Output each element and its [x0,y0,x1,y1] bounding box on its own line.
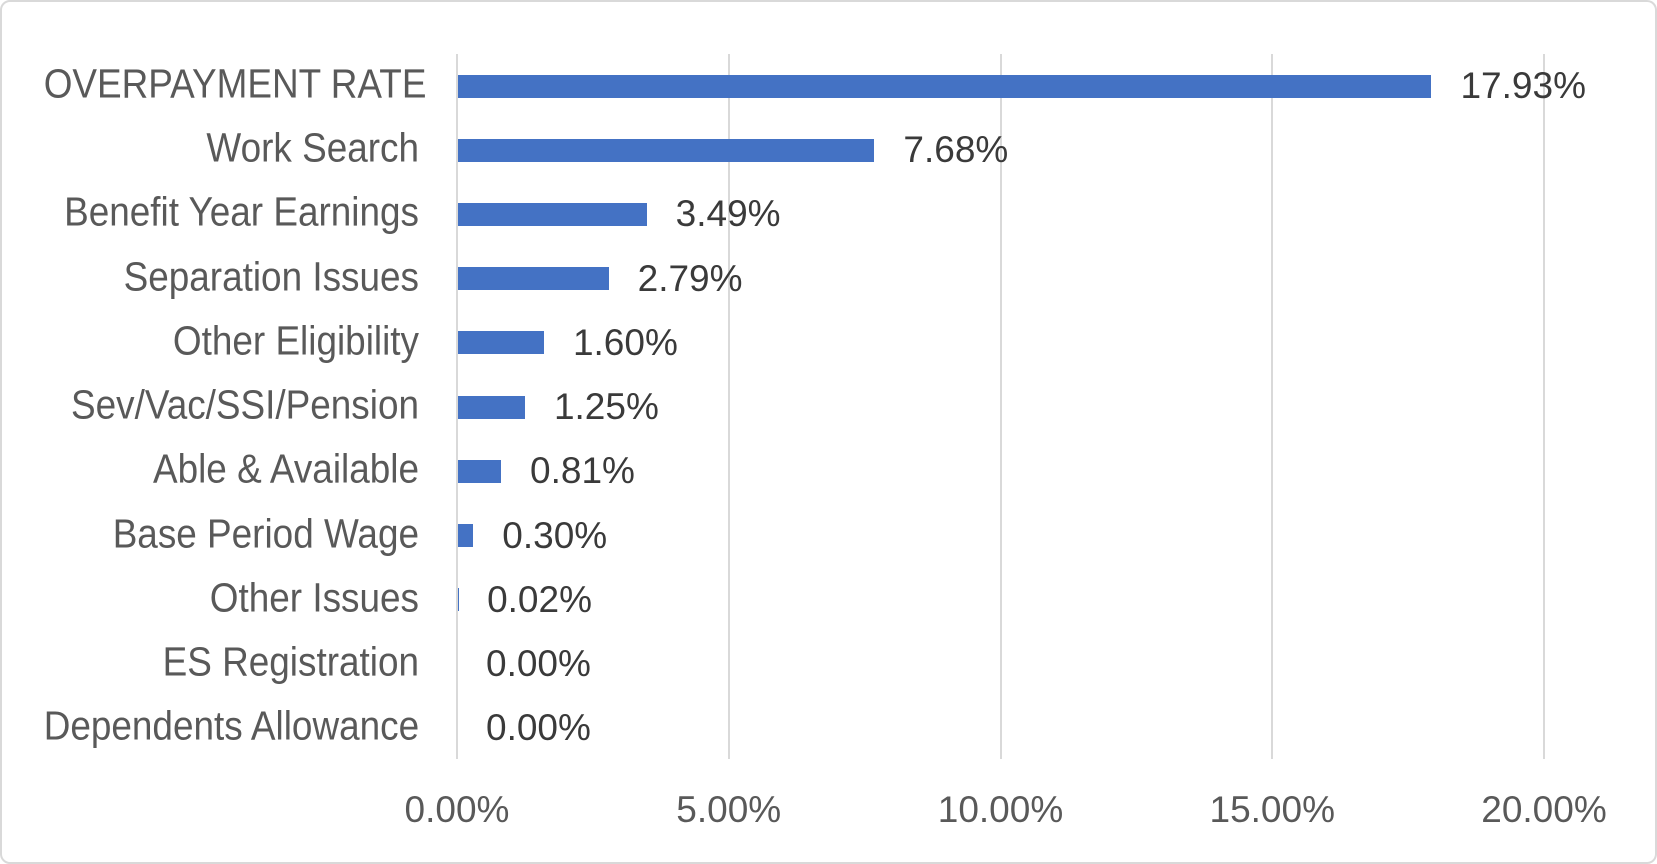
gridline [727,54,730,759]
value-label: 3.49% [675,193,781,235]
bar [458,459,502,483]
x-tick-label: 5.00% [676,789,782,830]
category-label: Other Issues [209,574,419,621]
category-label: Able & Available [152,445,419,492]
gridline [999,54,1002,759]
bar [458,202,647,226]
value-label: 0.81% [530,450,635,492]
bar [458,138,875,162]
value-label: 2.79% [637,257,743,299]
x-tick-label: 10.00% [937,789,1064,830]
x-tick-label: 20.00% [1481,789,1607,830]
value-label: 7.68% [903,129,1009,171]
value-label: 0.30% [502,514,608,556]
category-label: Separation Issues [123,253,420,300]
category-label: Dependents Allowance [43,702,420,749]
category-label: Base Period Wage [112,510,419,557]
value-label: 1.25% [553,386,659,428]
value-label: 17.93% [1460,65,1586,106]
category-axis-line [456,54,458,759]
bar [458,74,1432,98]
x-tick-label: 15.00% [1209,789,1336,830]
category-label: OVERPAYMENT RATE [43,60,427,107]
bar [458,524,474,548]
value-label: 1.60% [572,321,678,363]
category-label: ES Registration [162,638,419,685]
bar [458,267,609,291]
category-label: Work Search [206,124,419,171]
gridline [1271,54,1274,759]
bar [458,331,544,355]
value-label: 0.00% [486,642,591,684]
category-label: Benefit Year Earnings [64,188,420,235]
bar [458,395,525,419]
value-label: 0.02% [487,578,592,620]
x-tick-label: 0.00% [404,789,510,830]
category-label: Sev/Vac/SSI/Pension [70,381,419,428]
gridline [1543,54,1545,759]
category-label: Other Eligibility [172,317,419,364]
value-label: 0.00% [486,707,591,749]
